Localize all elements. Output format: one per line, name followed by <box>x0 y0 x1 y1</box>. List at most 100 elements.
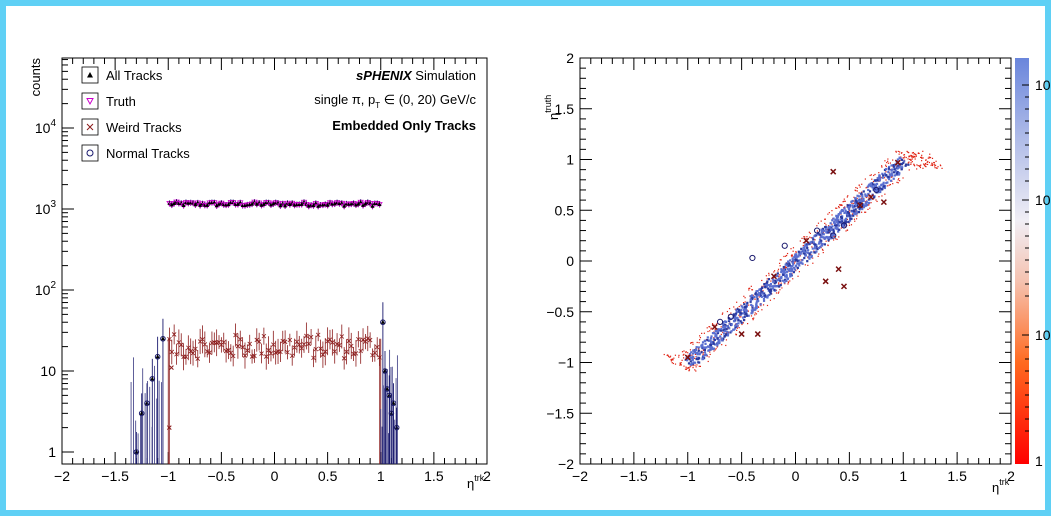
heatmap-cell-low <box>670 360 673 362</box>
heatmap-cell-low <box>738 305 740 308</box>
heatmap-cell-low <box>907 151 909 153</box>
heatmap-cell-high <box>863 204 867 207</box>
weird-marker <box>195 356 201 361</box>
heatmap-cell-low <box>762 290 764 292</box>
heatmap-cell-low <box>734 308 736 310</box>
normal-track-marker <box>781 242 788 249</box>
heatmap-cell-low <box>886 161 888 164</box>
heatmap-cell-low <box>912 156 914 159</box>
heatmap-cell-low <box>795 251 797 253</box>
heatmap-cell-high <box>813 246 817 249</box>
heatmap-cell-high <box>768 290 772 293</box>
heatmap-cell-low <box>689 366 691 368</box>
heatmap-cell-high <box>761 292 764 295</box>
heatmap-cell-high <box>789 267 793 270</box>
heatmap-cell-low <box>685 368 688 370</box>
heatmap-cell-low <box>880 176 882 179</box>
heatmap-cell-high <box>887 176 890 179</box>
all-tracks-marker <box>226 202 231 207</box>
heatmap-cell-low <box>681 359 683 361</box>
heatmap-cell-low <box>696 364 698 366</box>
y-tick-label: 1 <box>48 444 56 460</box>
heatmap-cell-low <box>849 211 851 213</box>
heatmap-cell-high <box>766 296 769 299</box>
heatmap-cell-low <box>915 155 917 157</box>
weird-marker <box>330 340 335 345</box>
heatmap-cell-low <box>726 310 729 313</box>
heatmap-cell-low <box>848 210 851 212</box>
heatmap-cell-high <box>762 297 766 300</box>
heatmap-cell-low <box>928 156 930 158</box>
heatmap-cell-low <box>730 312 732 314</box>
all-tracks-marker <box>198 202 203 207</box>
heatmap-cell-high <box>780 275 783 279</box>
y-tick-label: 10 <box>40 363 56 379</box>
heatmap-cell-low <box>887 185 889 187</box>
heatmap-cell-low <box>785 267 787 269</box>
heatmap-cell-low <box>692 341 694 344</box>
heatmap-cell-high <box>714 329 717 333</box>
heatmap-cell-low <box>875 199 877 201</box>
heatmap-cell-high <box>787 260 790 263</box>
heatmap-cell-high <box>807 249 810 252</box>
y-tick-label: 0 <box>566 253 574 269</box>
heatmap-cell-low <box>793 262 795 264</box>
heatmap-cell-high <box>705 353 708 357</box>
heatmap-cell-high <box>896 170 899 174</box>
all-tracks-marker <box>252 199 257 204</box>
heatmap-cell-low <box>937 166 939 168</box>
weird-marker <box>292 345 297 350</box>
heatmap-cell-high <box>841 223 845 226</box>
heatmap-cell-low <box>779 265 781 267</box>
weird-marker <box>339 334 345 339</box>
heatmap-cell-high <box>859 198 862 201</box>
heatmap-cell-low <box>854 189 856 191</box>
heatmap-cell-high <box>896 158 900 161</box>
heatmap-cell-low <box>934 164 937 166</box>
legend-marker-cross <box>86 123 94 131</box>
heatmap-cell-low <box>757 310 759 312</box>
heatmap-cell-low <box>933 163 935 166</box>
heatmap-cell-high <box>827 239 830 242</box>
heatmap-cell-high <box>750 309 754 312</box>
heatmap-cell-high <box>785 276 788 279</box>
heatmap-cell-high <box>774 284 777 288</box>
heatmap-cell-low <box>713 324 715 326</box>
heatmap-cell-low <box>920 156 923 158</box>
heatmap-cell-high <box>766 294 769 297</box>
heatmap-cell-high <box>710 335 713 338</box>
left-y-tick-labels: 1 10 102 103 104 <box>35 118 57 460</box>
heatmap-cell-high <box>798 264 801 267</box>
heatmap-cell-low <box>683 350 685 352</box>
heatmap-cell-high <box>687 362 691 365</box>
heatmap-cell-low <box>778 283 780 285</box>
heatmap-cell-low <box>908 161 910 163</box>
heatmap-cell-high <box>792 259 795 262</box>
heatmap-cell-high <box>767 278 771 281</box>
heatmap-cell-high <box>713 338 716 341</box>
heatmap-cell-high <box>727 319 731 323</box>
heatmap-cell-high <box>891 168 894 171</box>
heatmap-cell-low <box>841 204 843 206</box>
heatmap-cell-high <box>796 266 799 270</box>
heatmap-cell-low <box>809 232 811 235</box>
heatmap-cell-high <box>697 361 700 364</box>
heatmap-cell-low <box>768 272 770 274</box>
heatmap-cell-high <box>766 287 770 290</box>
weird-marker <box>322 349 328 354</box>
heatmap-cell-low <box>903 156 906 158</box>
heatmap-cell-low <box>883 177 886 179</box>
heatmap-cell-high <box>720 327 723 331</box>
heatmap-cell-low <box>844 200 846 202</box>
heatmap-cell-high <box>840 216 844 219</box>
heatmap-cell-high <box>806 260 809 263</box>
heatmap-cell-low <box>790 248 792 250</box>
heatmap-cell-high <box>806 251 809 254</box>
heatmap-cell-low <box>908 158 911 161</box>
heatmap-cell-low <box>696 341 698 344</box>
heatmap-cell-high <box>864 202 868 205</box>
heatmap-cell-high <box>696 357 700 361</box>
heatmap-cell-low <box>779 274 781 276</box>
heatmap-cell-low <box>702 353 704 355</box>
heatmap-cell-high <box>881 176 884 179</box>
